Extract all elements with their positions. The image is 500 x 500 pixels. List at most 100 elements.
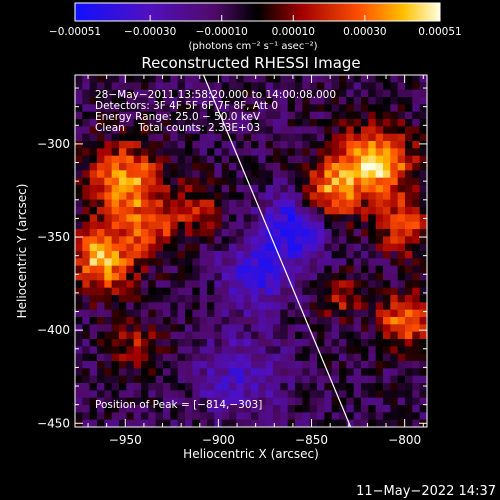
heatmap-cell	[89, 177, 98, 186]
heatmap-cell	[177, 375, 186, 384]
heatmap-cell	[170, 339, 179, 347]
heatmap-cell	[133, 133, 142, 142]
heatmap-cell	[163, 383, 171, 391]
heatmap-cell	[119, 317, 127, 325]
heatmap-cell	[111, 163, 120, 171]
heatmap-cell	[192, 148, 201, 157]
heatmap-cell	[346, 412, 355, 421]
heatmap-cell	[331, 148, 340, 157]
heatmap-cell	[361, 104, 369, 113]
heatmap-cell	[243, 251, 252, 259]
heatmap-cell	[163, 170, 171, 179]
heatmap-cell	[177, 163, 186, 171]
heatmap-cell	[133, 317, 142, 325]
heatmap-cell	[192, 251, 201, 259]
heatmap-cell	[412, 397, 421, 406]
heatmap-cell	[148, 302, 157, 311]
heatmap-cell	[221, 214, 230, 223]
heatmap-cell	[214, 163, 223, 171]
heatmap-cell	[170, 309, 179, 318]
heatmap-cell	[89, 243, 98, 252]
heatmap-cell	[309, 339, 318, 347]
heatmap-cell	[361, 295, 369, 303]
heatmap-cell	[214, 104, 223, 113]
heatmap-cell	[229, 111, 237, 120]
heatmap-cell	[207, 82, 215, 91]
heatmap-cell	[361, 331, 369, 340]
heatmap-cell	[339, 214, 347, 223]
heatmap-cell	[214, 89, 223, 98]
heatmap-cell	[324, 251, 333, 259]
heatmap-cell	[177, 309, 186, 318]
heatmap-cell	[309, 383, 318, 391]
heatmap-cell	[397, 368, 406, 377]
heatmap-cell	[317, 412, 325, 421]
heatmap-cell	[177, 155, 186, 164]
heatmap-cell	[302, 192, 311, 201]
heatmap-cell	[302, 368, 311, 377]
heatmap-cell	[243, 119, 252, 127]
heatmap-cell	[251, 119, 259, 127]
heatmap-cell	[302, 390, 311, 399]
heatmap-cell	[419, 148, 427, 157]
heatmap-cell	[280, 177, 289, 186]
heatmap-cell	[192, 207, 201, 215]
heatmap-cell	[104, 192, 113, 201]
heatmap-cell	[148, 236, 157, 245]
heatmap-cell	[104, 309, 113, 318]
heatmap-cell	[133, 185, 142, 193]
heatmap-cell	[148, 104, 157, 113]
heatmap-cell	[192, 419, 201, 427]
heatmap-cell	[295, 280, 303, 289]
colorbar-tick-label: −0.00030	[124, 26, 176, 38]
heatmap-cell	[280, 199, 289, 208]
heatmap-cell	[251, 141, 259, 149]
heatmap-cell	[302, 419, 311, 427]
heatmap-cell	[324, 375, 333, 384]
heatmap-cell	[339, 111, 347, 120]
heatmap-cell	[163, 251, 171, 259]
heatmap-cell	[126, 229, 135, 237]
heatmap-cell	[185, 207, 193, 215]
heatmap-cell	[412, 361, 421, 369]
heatmap-cell	[163, 199, 171, 208]
heatmap-cell	[185, 177, 193, 186]
heatmap-cell	[119, 141, 127, 149]
heatmap-cell	[273, 126, 281, 135]
heatmap-cell	[419, 82, 427, 91]
heatmap-cell	[243, 207, 252, 215]
heatmap-cell	[97, 155, 105, 164]
heatmap-cell	[236, 361, 245, 369]
heatmap-cell	[331, 265, 340, 274]
heatmap-cell	[419, 353, 427, 362]
heatmap-cell	[133, 119, 142, 127]
heatmap-cell	[89, 148, 98, 157]
heatmap-cell	[419, 412, 427, 421]
heatmap-cell	[412, 331, 421, 340]
heatmap-cell	[163, 207, 171, 215]
heatmap-cell	[258, 331, 267, 340]
heatmap-cell	[104, 229, 113, 237]
heatmap-cell	[119, 375, 127, 384]
heatmap-cell	[75, 251, 83, 259]
heatmap-cell	[265, 207, 274, 215]
heatmap-cell	[119, 412, 127, 421]
heatmap-cell	[419, 97, 427, 105]
heatmap-cell	[405, 273, 413, 281]
heatmap-cell	[273, 251, 281, 259]
heatmap-cell	[265, 331, 274, 340]
heatmap-cell	[236, 412, 245, 421]
heatmap-cell	[133, 383, 142, 391]
heatmap-cell	[287, 192, 296, 201]
heatmap-cell	[243, 170, 252, 179]
heatmap-cell	[412, 302, 421, 311]
heatmap-cell	[97, 185, 105, 193]
heatmap-cell	[324, 339, 333, 347]
y-tick-label: −400	[37, 323, 70, 337]
heatmap-cell	[236, 317, 245, 325]
heatmap-cell	[75, 75, 83, 83]
heatmap-cell	[339, 221, 347, 230]
heatmap-cell	[339, 119, 347, 127]
heatmap-cell	[397, 324, 406, 333]
